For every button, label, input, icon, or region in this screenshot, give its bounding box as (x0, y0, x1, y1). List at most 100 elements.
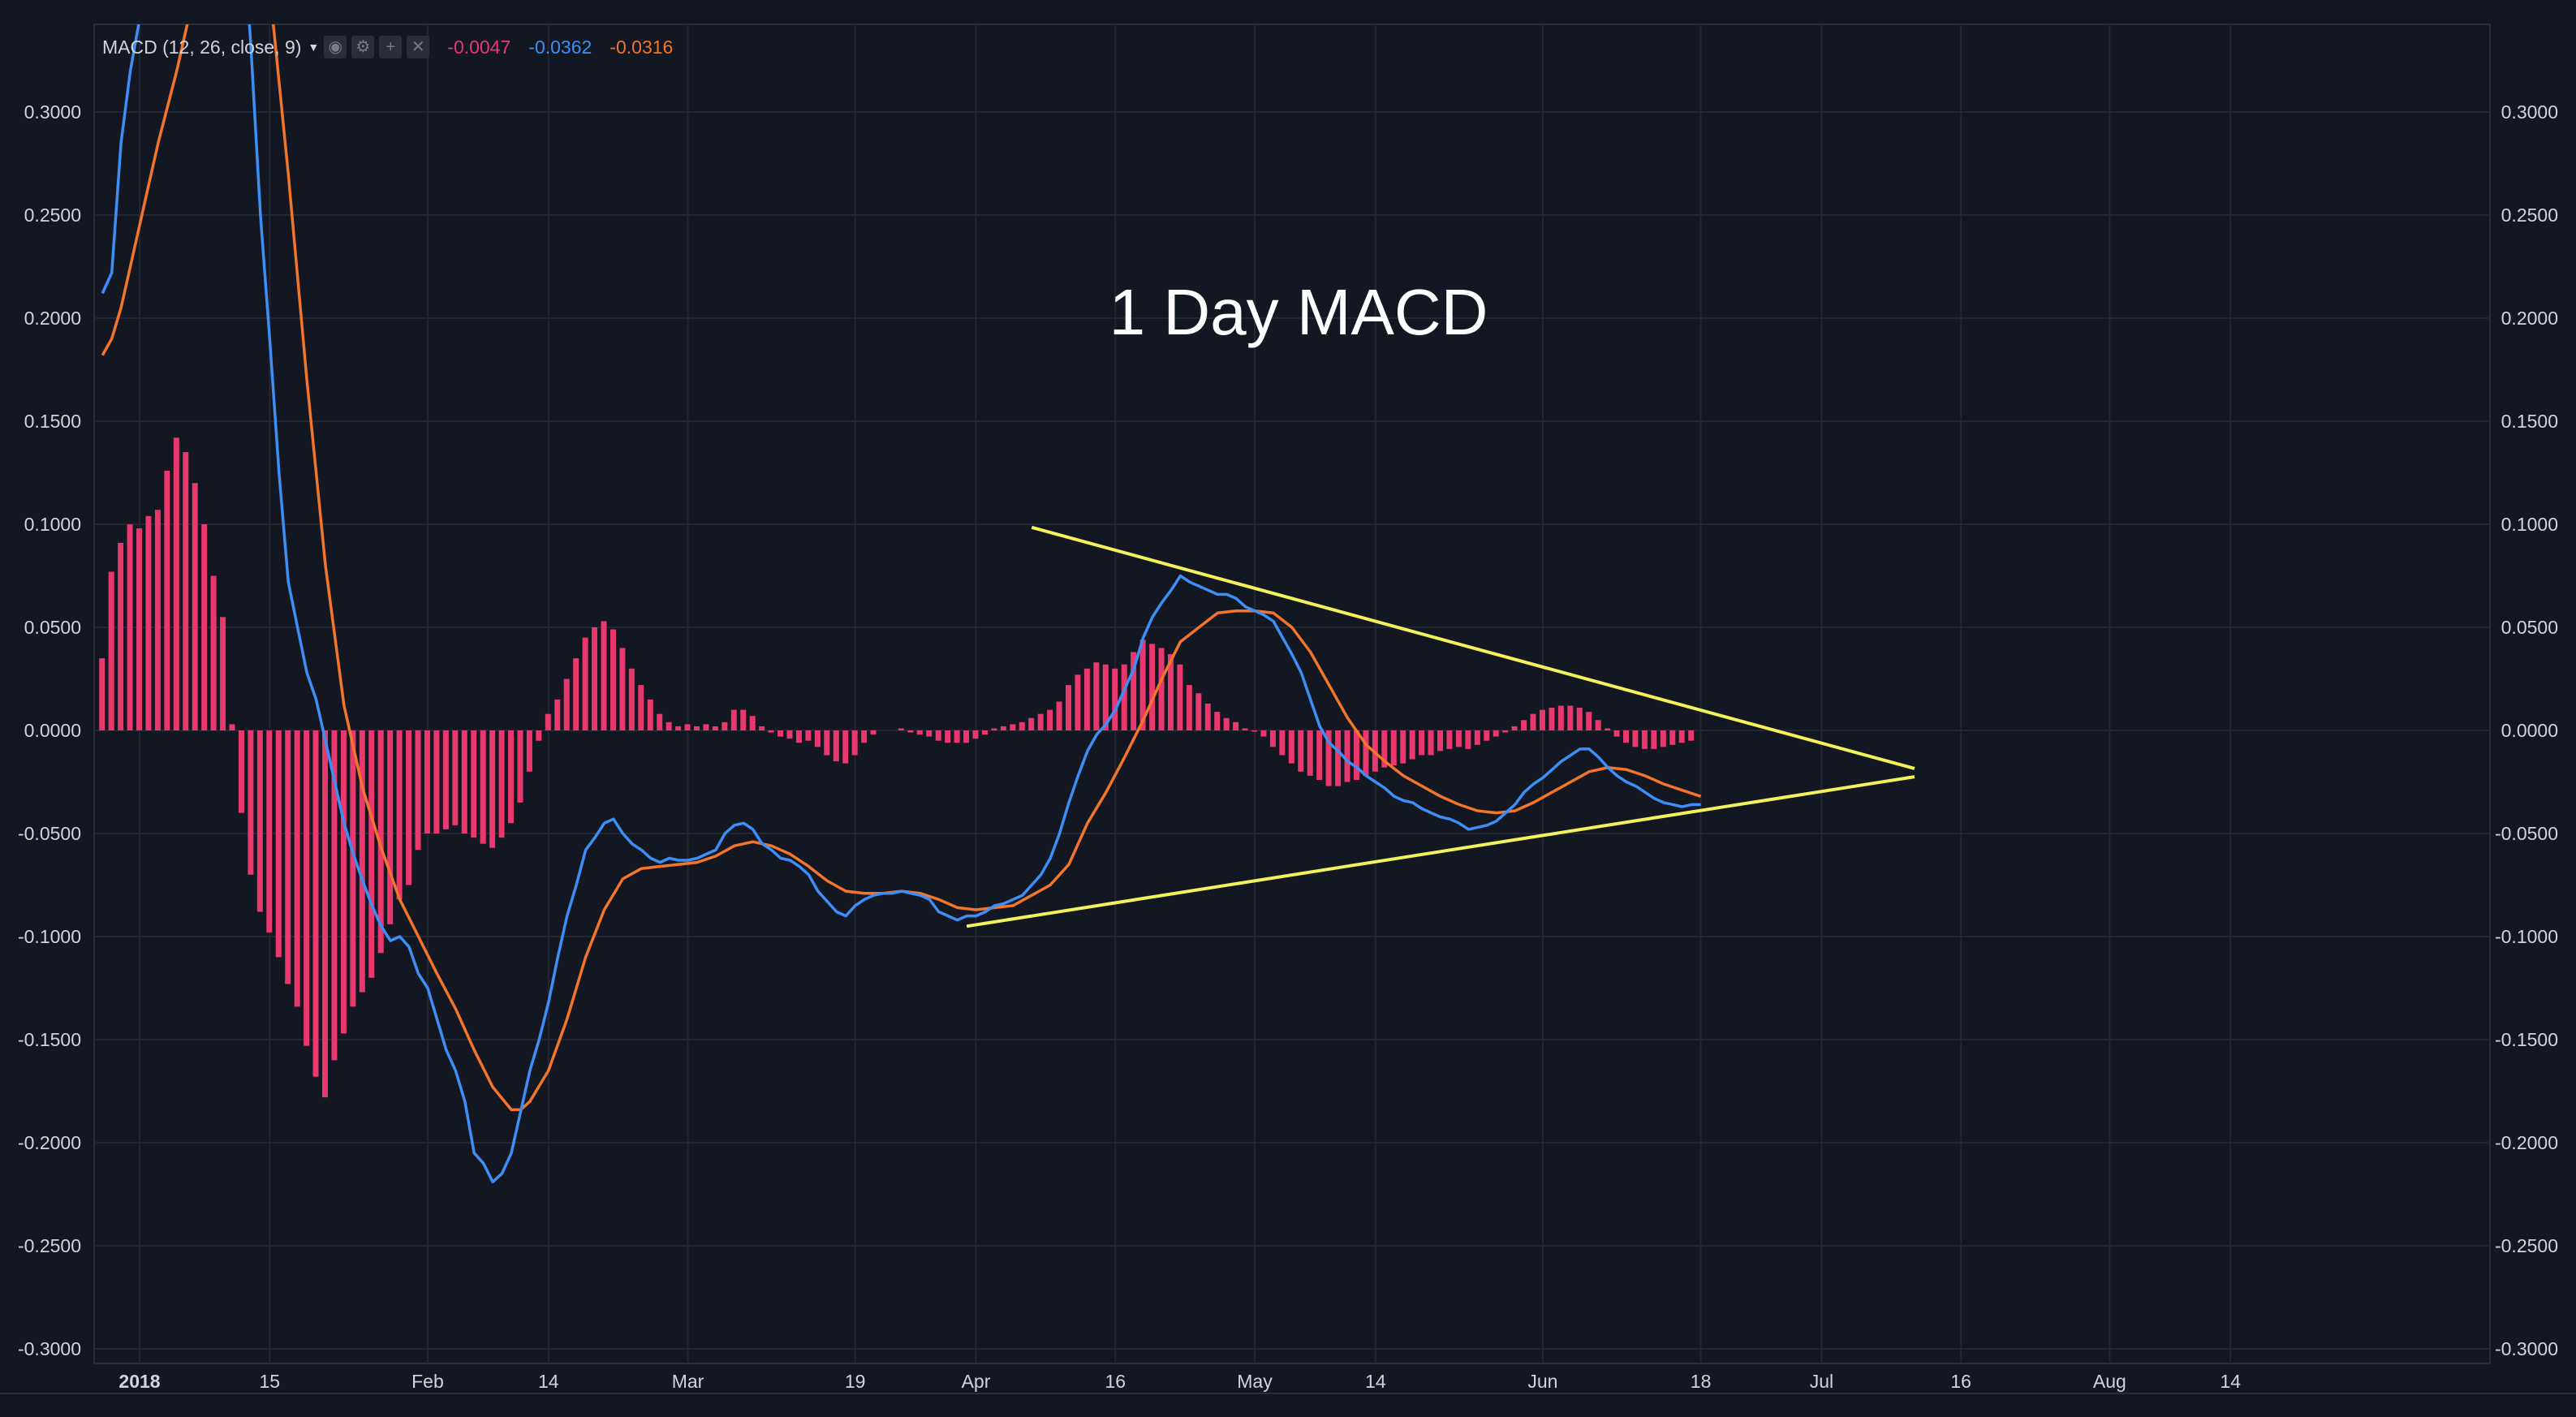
x-tick-label: Feb (411, 1371, 444, 1392)
y-tick-label-right: 0.1500 (2501, 411, 2558, 432)
y-tick-label-left: -0.1500 (18, 1029, 81, 1050)
histogram-bar (1455, 730, 1462, 747)
histogram-bar (266, 730, 273, 932)
macd-line (101, 24, 1701, 1184)
histogram-bar (415, 730, 421, 851)
histogram-bar (824, 730, 830, 756)
x-tick-label: 14 (2220, 1371, 2241, 1392)
histogram-bar (256, 730, 263, 912)
gear-icon[interactable]: ⚙ (351, 36, 375, 58)
x-tick-label: 18 (1691, 1371, 1712, 1392)
close-icon[interactable]: ✕ (407, 36, 430, 58)
histogram-bar (304, 730, 310, 1046)
chevron-down-icon[interactable]: ▼ (308, 41, 320, 54)
histogram-bar (275, 730, 282, 958)
histogram-bar (1363, 730, 1369, 776)
histogram-bar (1000, 726, 1006, 730)
plus-icon[interactable]: + (379, 36, 403, 58)
histogram-bar (118, 542, 124, 730)
histogram-bar (1530, 713, 1536, 730)
histogram-bar (1465, 730, 1471, 749)
histogram-bar (248, 730, 254, 875)
histogram-bar (805, 730, 812, 741)
histogram-bar (461, 730, 467, 833)
signal-value: -0.0316 (610, 36, 674, 58)
histogram-bar (786, 730, 793, 739)
histogram-bar (1325, 730, 1332, 786)
histogram-bar (1381, 730, 1388, 768)
x-tick-label: May (1237, 1371, 1273, 1392)
histogram-bar (471, 730, 477, 838)
histogram-bar (935, 730, 941, 741)
histogram-bar (601, 621, 607, 730)
histogram-bar (173, 437, 179, 730)
histogram-bar (954, 730, 960, 743)
histogram-bar (1641, 730, 1648, 749)
histogram-bar (1688, 730, 1695, 741)
histogram-bar (1521, 720, 1527, 730)
x-tick-label: Apr (962, 1371, 991, 1392)
trendlines[interactable] (966, 525, 1915, 928)
histogram-bar (340, 730, 347, 1034)
histogram-bar (1056, 701, 1062, 730)
histogram-bar (1605, 728, 1611, 730)
histogram-bar (183, 452, 189, 730)
histogram-bar (1335, 730, 1342, 786)
x-tick-label: 2018 (118, 1371, 160, 1392)
eye-icon[interactable]: ◉ (324, 36, 347, 58)
histogram-bar (619, 648, 626, 730)
histogram-bar (201, 524, 208, 730)
histogram-bar (1502, 730, 1509, 733)
upper-trendline[interactable] (1031, 525, 1915, 770)
y-tick-label-left: 0.1500 (24, 411, 81, 432)
histogram-bar (433, 730, 440, 833)
histogram-bar (1167, 654, 1174, 730)
histogram-bar (916, 730, 923, 735)
histogram-bar (368, 730, 375, 978)
signal-line (101, 24, 1702, 1112)
histogram-bar (1390, 730, 1397, 766)
histogram-bar (1409, 730, 1415, 760)
histogram-bar (1660, 730, 1666, 747)
histogram-bar (1428, 730, 1434, 756)
histogram-bar (545, 713, 551, 730)
y-tick-label-right: 0.3000 (2501, 101, 2558, 123)
histogram-bar (1623, 730, 1629, 743)
x-tick-label: 16 (1950, 1371, 1971, 1392)
y-tick-label-right: -0.3000 (2495, 1338, 2558, 1359)
y-tick-label-left: 0.0000 (24, 720, 81, 741)
histogram-bar (452, 730, 459, 825)
histogram-bar (1019, 721, 1025, 730)
indicator-name[interactable]: MACD (12, 26, close, 9) (102, 36, 302, 58)
histogram-bar (861, 730, 868, 743)
indicator-legend[interactable]: MACD (12, 26, close, 9) ▼ ◉ ⚙ + ✕ -0.004… (102, 34, 673, 60)
histogram-bar (926, 730, 933, 737)
histogram-bar (1186, 685, 1192, 730)
y-tick-label-right: -0.1000 (2495, 926, 2558, 947)
histogram-bar (1269, 730, 1276, 747)
macd-value: -0.0362 (528, 36, 592, 58)
histogram-bar (573, 658, 579, 730)
histogram-bar (1204, 703, 1211, 730)
x-tick-label: 14 (538, 1371, 559, 1392)
histogram-bar (1214, 712, 1221, 730)
histogram-bar (1223, 717, 1230, 730)
y-tick-label-right: -0.2500 (2495, 1235, 2558, 1256)
histogram-bar (554, 699, 561, 730)
lower-trendline[interactable] (966, 775, 1915, 928)
histogram-bar (1307, 730, 1313, 776)
histogram-bar (1037, 713, 1044, 730)
histogram-bar (1419, 730, 1425, 756)
histogram-bar (842, 730, 849, 764)
macd-lines (101, 24, 1702, 1184)
y-tick-label-left: 0.2500 (24, 205, 81, 226)
histogram-bar (424, 730, 430, 833)
histogram-bar (1437, 730, 1443, 752)
plot-frame (93, 24, 2491, 1364)
histogram-bar (991, 728, 997, 730)
histogram-bar (675, 726, 682, 730)
histogram-bar (628, 668, 635, 730)
histogram-bar (331, 730, 338, 1061)
histogram-bar (1557, 705, 1564, 730)
